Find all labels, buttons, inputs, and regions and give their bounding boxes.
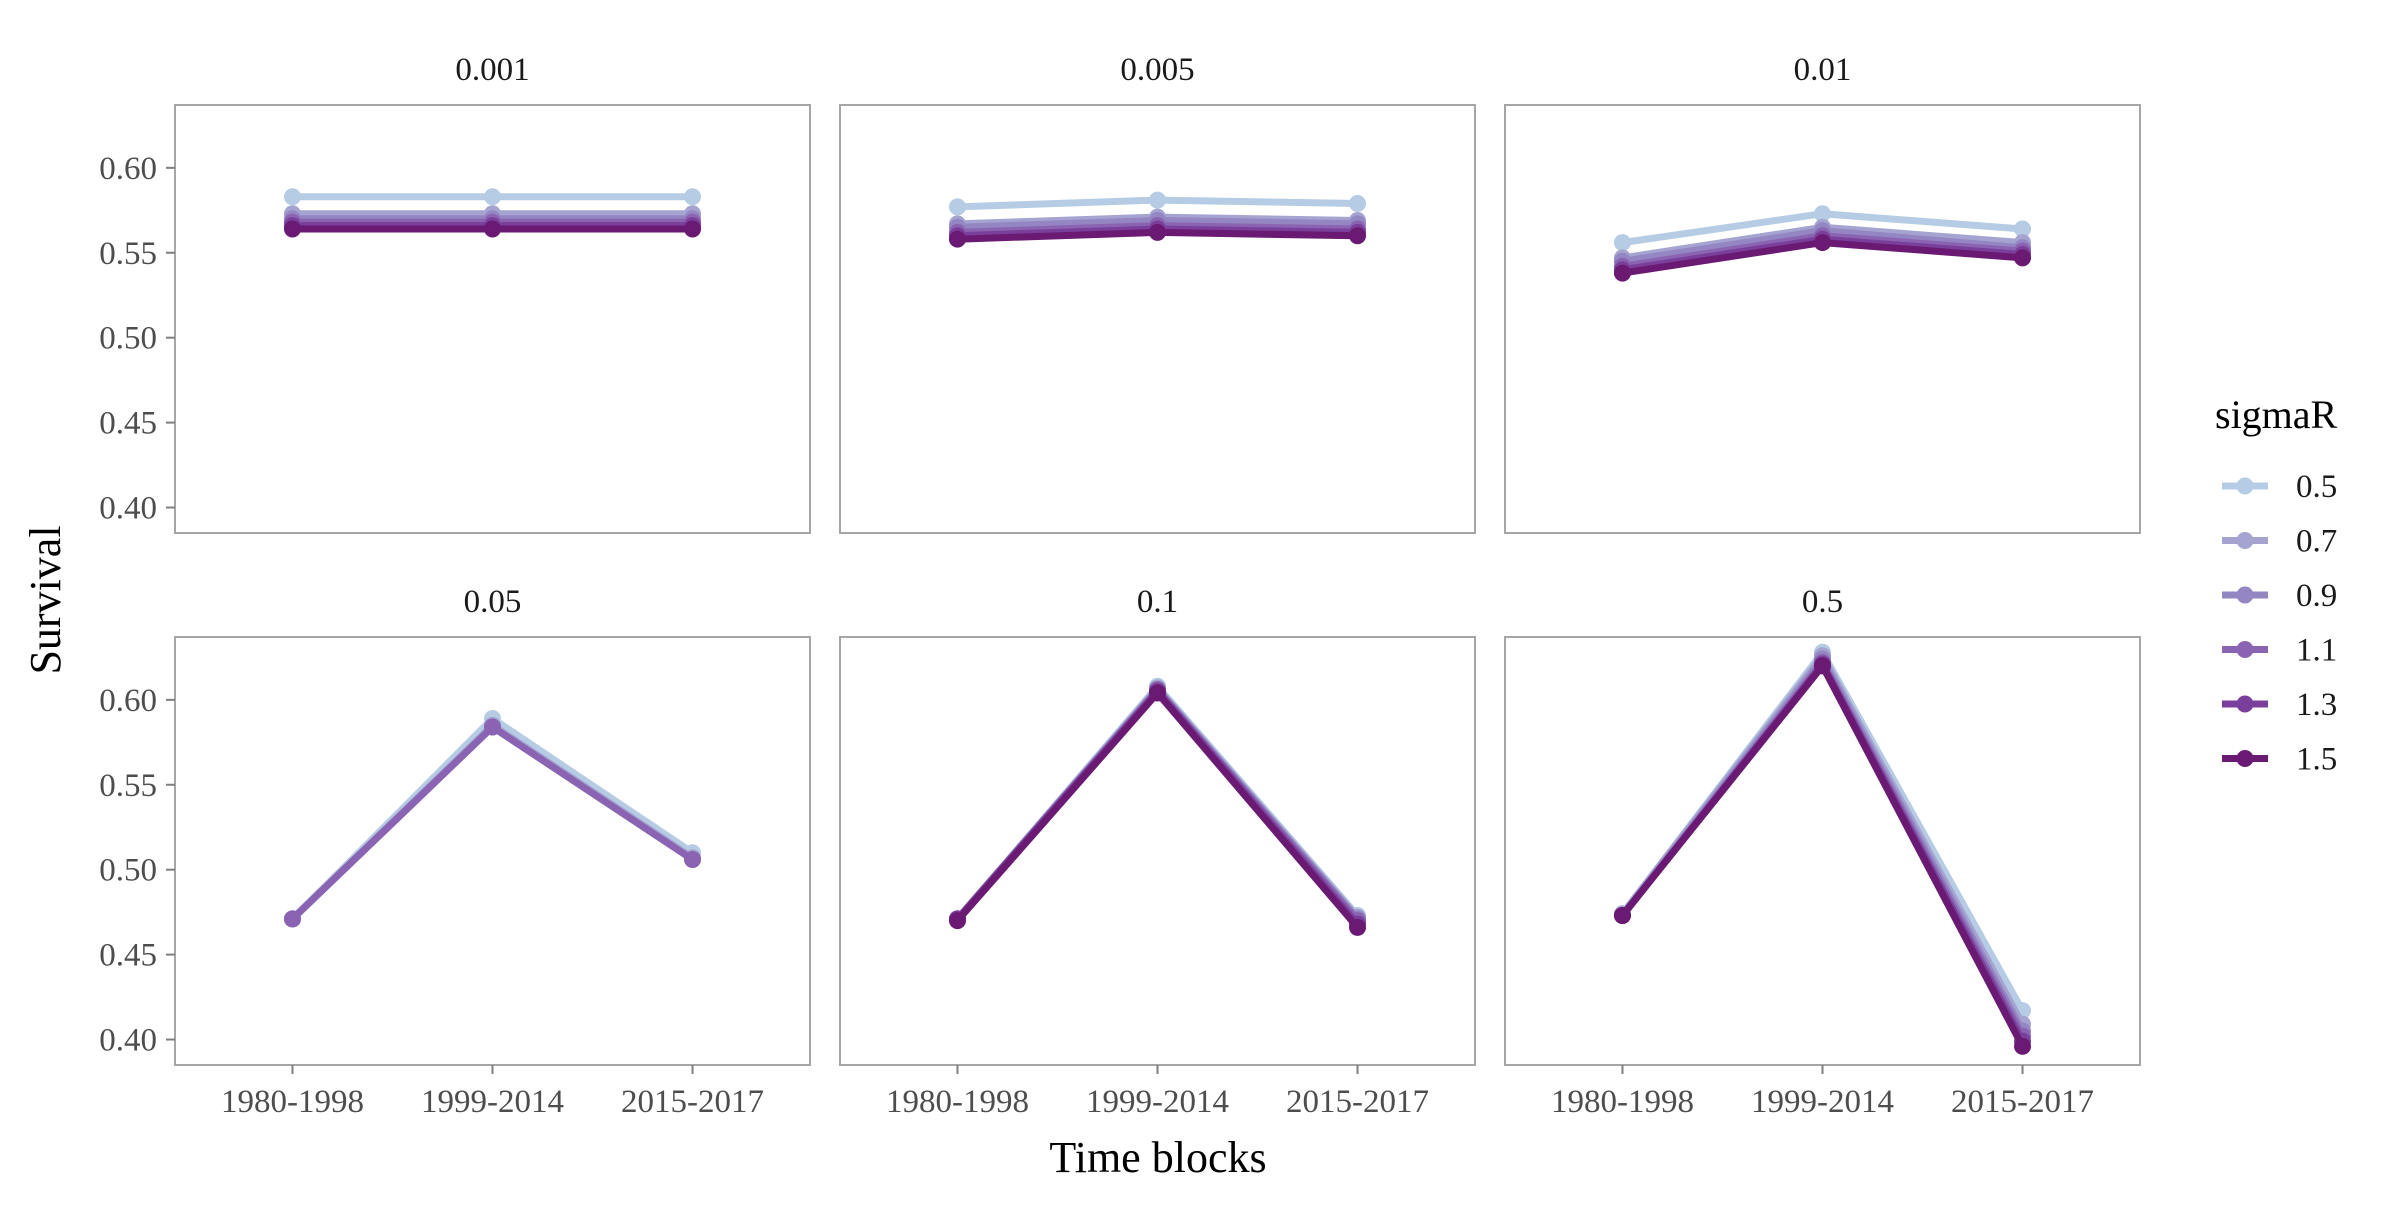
legend-key-point [2236,750,2254,767]
data-point-1.1 [484,718,501,736]
data-point-1.5 [948,230,966,248]
y-tick-label: 0.55 [99,768,157,804]
data-point-1.5 [1149,223,1166,241]
data-point-1.5 [1349,227,1367,245]
data-point-1.5 [684,220,702,238]
facet-panel-0.1: 0.1 1980-1998 1999-2014 2015-2017 [839,584,1476,1120]
y-tick-label: 0.50 [99,321,157,357]
data-point-0.5 [1149,191,1166,209]
data-point-1.1 [283,910,301,928]
x-tick-label: 2015-2017 [1286,1084,1429,1120]
data-point-1.5 [1613,907,1631,925]
panel-border [174,104,811,534]
facet-panel-0.01: 0.01 [1504,52,2141,534]
data-point-1.5 [484,220,501,238]
y-tick-label: 0.50 [99,853,157,889]
legend-label: 1.5 [2296,742,2337,778]
facet-panel-0.005: 0.005 [839,52,1476,534]
legend-entry: 1.5 [2222,742,2337,778]
x-axis-title: Time blocks [1049,1133,1266,1182]
legend-title: sigmaR [2215,392,2338,437]
panel-border [839,104,1476,534]
x-tick-label: 2015-2017 [621,1084,764,1120]
data-point-0.5 [1613,234,1631,252]
legend: sigmaR 0.5 0.7 0.9 1.1 1.3 1.5 [2215,392,2338,778]
legend-key-point [2236,586,2254,604]
data-point-0.5 [283,188,301,206]
y-tick-label: 0.45 [99,938,157,974]
legend-entry: 0.5 [2222,469,2337,505]
legend-entry: 0.9 [2222,578,2337,614]
data-point-1.5 [1149,684,1166,702]
facet-panel-0.05: 0.05 0.40 0.45 0.50 0.55 0.60 1980-1998 1999-20… [99,584,811,1120]
legend-key-point [2236,477,2254,495]
data-point-1.1 [684,850,702,868]
x-tick-label: 1999-2014 [1086,1084,1229,1120]
facet-title: 0.5 [1802,584,1843,620]
data-point-1.5 [283,220,301,238]
x-tick-label: 1980-1998 [1551,1084,1694,1120]
data-point-1.5 [1349,918,1367,936]
data-point-1.5 [1613,264,1631,282]
y-tick-label: 0.45 [99,406,157,442]
legend-label: 1.3 [2296,687,2337,723]
data-point-1.5 [948,912,966,930]
legend-key-point [2236,532,2254,549]
y-tick-label: 0.40 [99,1023,157,1059]
data-point-0.5 [2014,220,2032,238]
legend-label: 1.1 [2296,633,2337,669]
x-tick-label: 1980-1998 [886,1084,1029,1120]
facet-panel-0.5: 0.5 1980-1998 1999-2014 2015-2017 [1504,584,2141,1120]
facet-title: 0.05 [464,584,522,620]
x-tick-label: 1980-1998 [221,1084,364,1120]
legend-key-point [2236,695,2254,713]
data-point-0.5 [484,188,501,206]
data-point-1.5 [2014,249,2032,267]
data-point-0.5 [1349,195,1367,213]
panel-border [1504,104,2141,534]
legend-entry: 0.7 [2222,524,2337,560]
legend-label: 0.5 [2296,469,2337,505]
panel-border [174,636,811,1066]
facet-title: 0.005 [1120,52,1194,88]
data-point-0.5 [1814,205,1831,223]
legend-key-point [2236,641,2254,658]
facet-panel-0.001: 0.001 0.40 0.45 0.50 0.55 0.60 [99,52,811,534]
y-tick-label: 0.60 [99,151,157,187]
data-point-0.5 [684,188,702,206]
legend-entry: 1.1 [2222,633,2337,669]
panel-border [839,636,1476,1066]
facet-title: 0.01 [1794,52,1852,88]
y-tick-label: 0.60 [99,683,157,719]
y-axis-title: Survival [21,525,70,674]
x-tick-label: 2015-2017 [1951,1084,2094,1120]
facet-title: 0.001 [455,52,529,88]
x-tick-label: 1999-2014 [421,1084,564,1120]
facet-title: 0.1 [1137,584,1178,620]
legend-label: 0.9 [2296,578,2337,614]
panel-border [1504,636,2141,1066]
y-tick-label: 0.40 [99,491,157,527]
x-tick-label: 1999-2014 [1751,1084,1894,1120]
data-point-1.5 [1814,657,1831,675]
data-point-1.5 [1814,234,1831,252]
legend-label: 0.7 [2296,524,2337,560]
y-tick-label: 0.55 [99,236,157,272]
data-point-1.5 [2014,1037,2032,1055]
data-point-0.5 [948,198,966,216]
legend-entry: 1.3 [2222,687,2337,723]
